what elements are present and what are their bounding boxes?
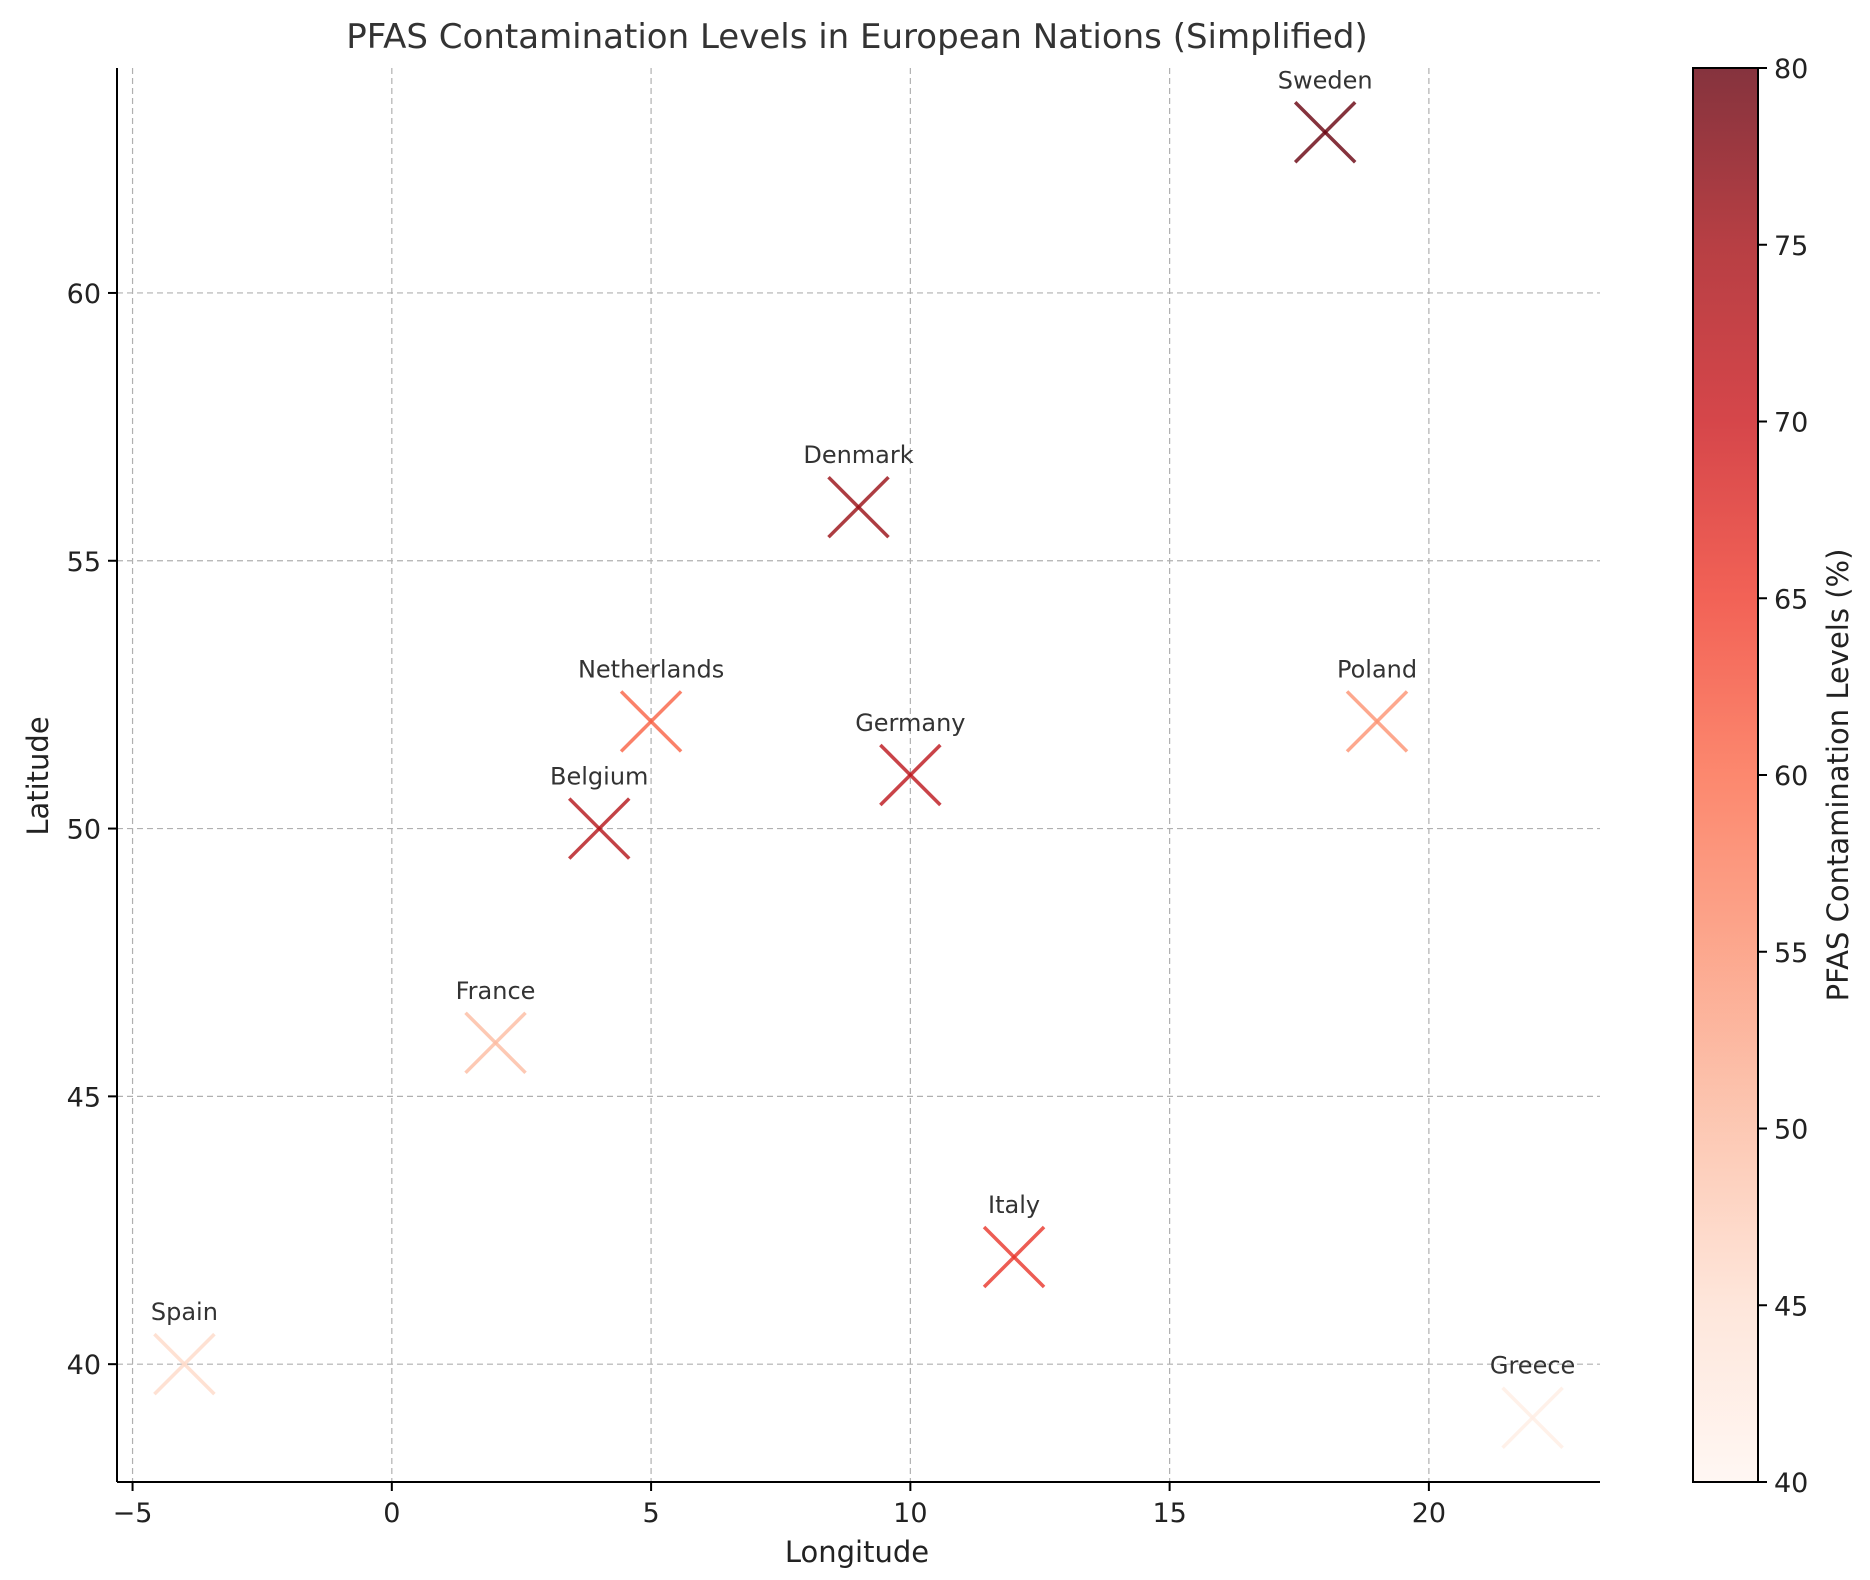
chart-title: PFAS Contamination Levels in European Na…	[346, 17, 1368, 57]
data-point-spain	[153, 1332, 216, 1396]
point-label: Greece	[1490, 1352, 1575, 1380]
y-tick-label: 55	[67, 547, 101, 578]
y-tick-label: 45	[67, 1082, 101, 1113]
data-point-sweden	[1293, 101, 1357, 164]
colorbar-tick-label: 65	[1774, 584, 1808, 615]
point-label: Belgium	[550, 763, 648, 791]
colorbar: 40 45 50 55 60 65 70 75 80 PFAS Contamination Le…	[1692, 54, 1855, 1499]
point-label: Poland	[1337, 655, 1417, 683]
colorbar-tick-label: 40	[1774, 1468, 1808, 1499]
y-tick-label: 60	[67, 279, 101, 310]
axes: −5 0 5 10 15 20 40 45 50 55 60	[67, 68, 1600, 1529]
y-axis-label: Latitude	[21, 716, 55, 835]
point-label: Netherlands	[578, 655, 724, 683]
x-tick-label: 0	[383, 1498, 400, 1529]
colorbar-label: PFAS Contamination Levels (%)	[1821, 549, 1855, 1002]
y-tick-label: 50	[67, 815, 101, 846]
colorbar-tick-label: 55	[1774, 938, 1808, 969]
data-point-france	[464, 1011, 527, 1075]
data-point-italy	[982, 1225, 1046, 1289]
grid	[117, 68, 1600, 1482]
point-label: Sweden	[1278, 66, 1373, 94]
x-tick-label: 5	[642, 1498, 659, 1529]
colorbar-tick-label: 45	[1774, 1291, 1808, 1322]
colorbar-tick-label: 70	[1774, 408, 1808, 439]
data-point-poland	[1345, 690, 1409, 753]
x-tick-label: 20	[1412, 1498, 1446, 1529]
colorbar-gradient	[1692, 67, 1759, 1483]
colorbar-tick-label: 50	[1774, 1115, 1808, 1146]
data-point-greece	[1501, 1386, 1564, 1449]
data-points: Germany France Italy Spain Netherlands Belgiu…	[151, 66, 1575, 1449]
point-label: Spain	[151, 1298, 218, 1326]
colorbar-tick-label: 75	[1774, 231, 1808, 262]
data-point-belgium	[567, 797, 631, 860]
data-point-denmark	[827, 475, 890, 539]
x-tick-label: 15	[1152, 1498, 1186, 1529]
point-label: Italy	[988, 1191, 1040, 1219]
y-tick-label: 40	[67, 1350, 101, 1381]
colorbar-ticks: 40 45 50 55 60 65 70 75 80	[1758, 54, 1808, 1499]
x-axis-label: Longitude	[785, 1535, 929, 1569]
point-label: France	[456, 977, 536, 1005]
data-point-germany	[879, 743, 942, 807]
x-tick-label: −5	[113, 1498, 153, 1529]
colorbar-tick-label: 80	[1774, 54, 1808, 85]
colorbar-tick-label: 60	[1774, 761, 1808, 792]
point-label: Germany	[855, 709, 965, 737]
data-point-netherlands	[619, 690, 683, 753]
x-tick-label: 10	[893, 1498, 927, 1529]
point-label: Denmark	[803, 441, 913, 469]
